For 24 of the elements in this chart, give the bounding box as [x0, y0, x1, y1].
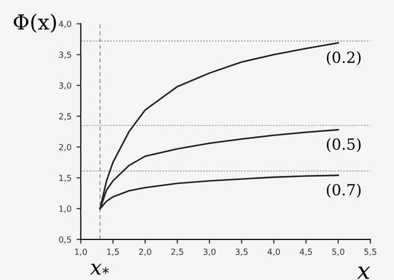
y-axis-title: Φ(x)	[14, 14, 56, 33]
y-tick-label: 4,0	[58, 20, 72, 28]
y-tick-label: 3,5	[59, 52, 72, 59]
y-tick-label: 2,5	[59, 113, 72, 120]
x-tick-label: 3,5	[236, 248, 248, 256]
series-label: (0.7)	[326, 184, 361, 198]
x-tick-label: 4,0	[268, 248, 280, 256]
x-tick-label: 2,0	[139, 248, 152, 256]
x-tick-label: 1,5	[107, 248, 119, 256]
x-tick-label: 1,0	[75, 248, 87, 256]
y-tick-label: 1,0	[59, 206, 72, 213]
y-tick-label: 0,5	[59, 236, 72, 244]
y-tick-label: 2,0	[59, 144, 72, 152]
x-tick-label: 2,5	[171, 248, 184, 256]
series-label: (0.2)	[326, 51, 361, 66]
ref-line-label: x$_{*}$	[90, 264, 109, 275]
x-tick-label: 5,0	[332, 248, 344, 256]
y-tick-label: 3,0	[59, 82, 72, 90]
x-axis-title: x	[357, 266, 370, 279]
x-tick-label: 5,5	[364, 248, 376, 256]
series-label: (0.5)	[326, 138, 361, 152]
y-tick-label: 1,5	[59, 174, 72, 182]
x-tick-label: 3,0	[203, 248, 216, 256]
x-tick-label: 4,5	[300, 248, 312, 256]
